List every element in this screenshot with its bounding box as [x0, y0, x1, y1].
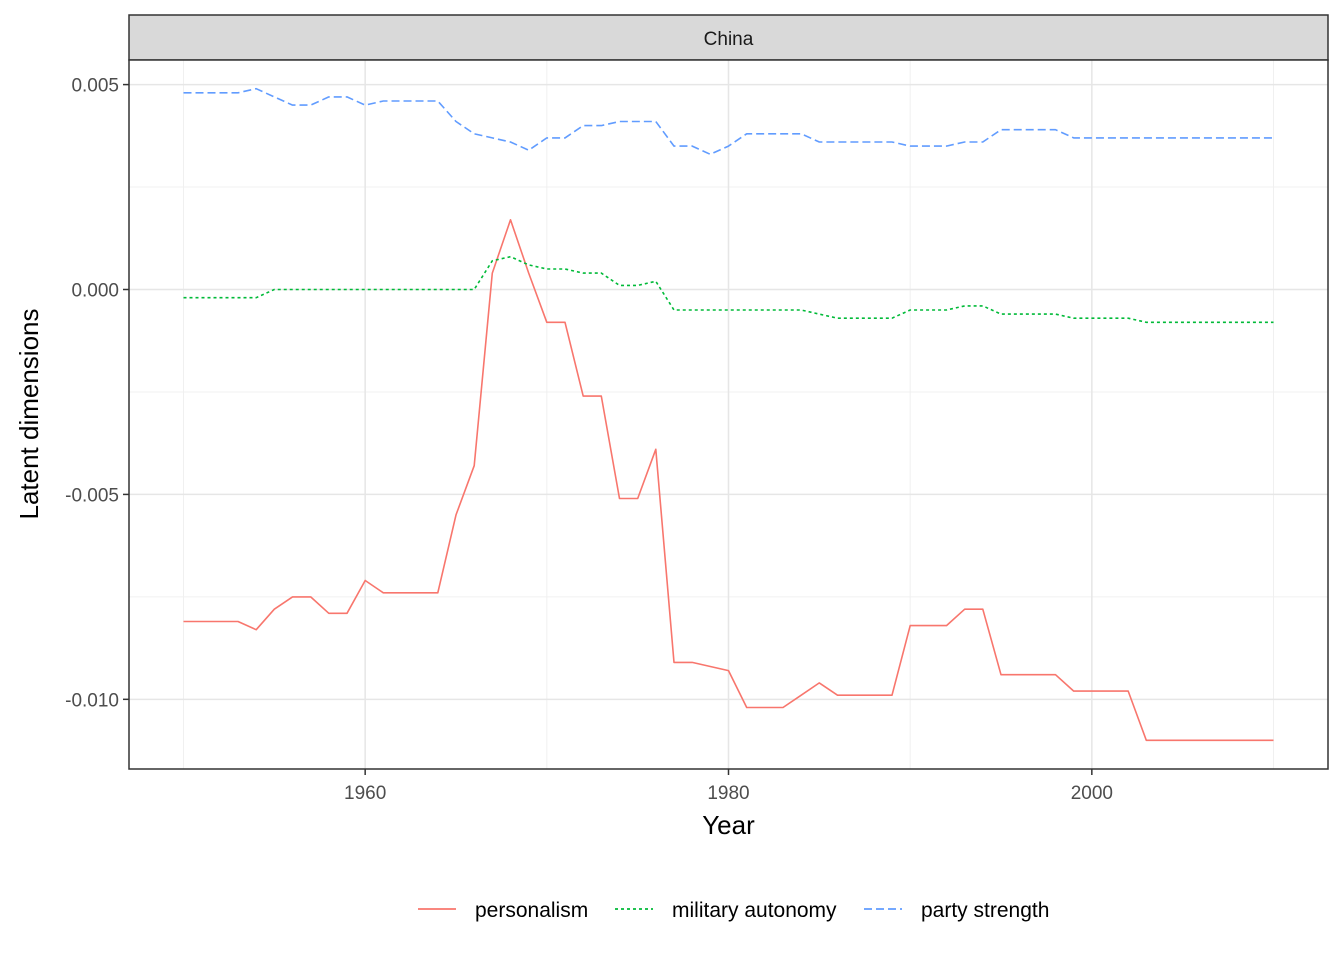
- y-axis: 0.005 0.000 -0.005 -0.010: [65, 76, 129, 711]
- y-tick-label: -0.010: [65, 690, 119, 711]
- legend-label: party strength: [921, 899, 1049, 922]
- facet-strip: [128, 14, 1329, 61]
- facet-label: China: [704, 29, 754, 50]
- x-tick-label: 1980: [707, 783, 749, 804]
- legend-label: military autonomy: [672, 899, 837, 922]
- series-lines: [183, 87, 1274, 742]
- legend: personalism military autonomy party streng…: [418, 899, 1049, 922]
- y-tick-label: 0.000: [71, 281, 119, 302]
- y-tick-label: 0.005: [71, 76, 119, 97]
- series-line-personalism: [183, 219, 1274, 742]
- x-axis: 1960 1980 2000: [344, 769, 1113, 804]
- y-tick-label: -0.005: [65, 485, 119, 506]
- legend-label: personalism: [475, 899, 588, 922]
- series-line-military-autonomy: [183, 255, 1274, 324]
- grid-lines: [129, 60, 1328, 769]
- x-axis-title: Year: [702, 810, 755, 840]
- x-tick-label: 2000: [1071, 783, 1113, 804]
- x-tick-label: 1960: [344, 783, 386, 804]
- y-axis-title: Latent dimensions: [14, 308, 44, 519]
- series-line-party-strength: [183, 87, 1274, 156]
